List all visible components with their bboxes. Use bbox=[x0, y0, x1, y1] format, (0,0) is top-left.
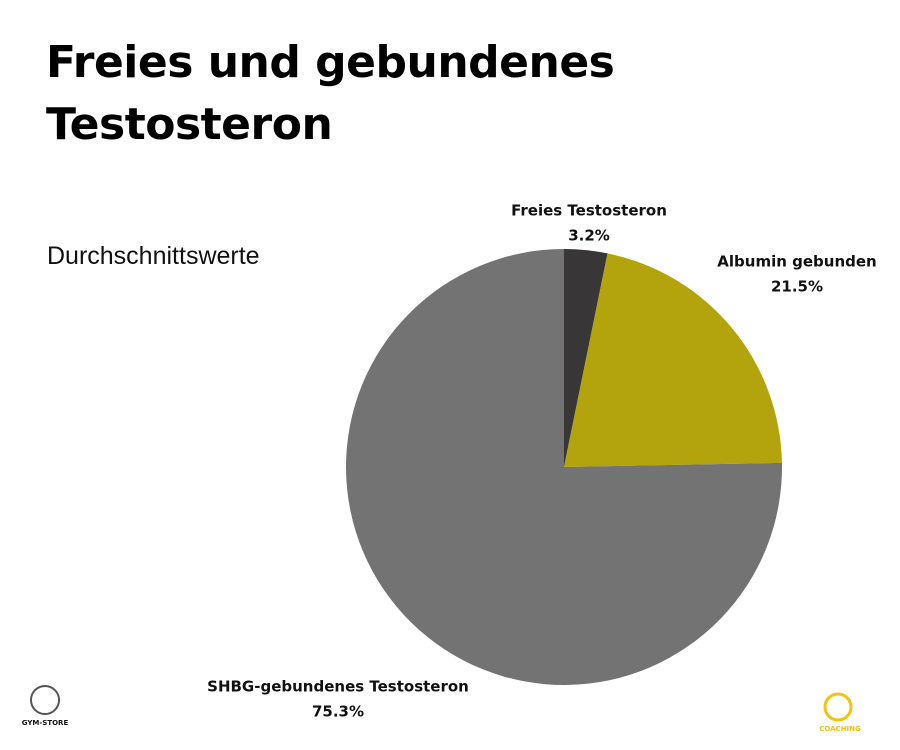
slice-label: SHBG-gebundenes Testosteron bbox=[207, 678, 469, 696]
logo-left bbox=[30, 685, 60, 715]
logo-left-text: GYM-STORE bbox=[22, 719, 69, 727]
logo-right bbox=[823, 692, 853, 722]
slice-label: Freies Testosteron bbox=[511, 202, 667, 220]
slice-value-label: 3.2% bbox=[568, 227, 610, 245]
chart-subtitle: Durchschnittswerte bbox=[47, 242, 260, 270]
pie-slice bbox=[345, 249, 782, 685]
chart-title: Freies und gebundenes Testosteron bbox=[46, 37, 615, 150]
pie-slice bbox=[564, 253, 782, 467]
logo-icon bbox=[823, 692, 853, 722]
slice-label: Albumin gebunden bbox=[717, 253, 876, 271]
slice-value-label: 21.5% bbox=[771, 278, 823, 296]
logo-icon bbox=[30, 685, 60, 715]
logo-right-text: COACHING bbox=[819, 725, 861, 733]
pie-slice bbox=[564, 249, 608, 467]
slice-value-label: 75.3% bbox=[312, 703, 364, 721]
